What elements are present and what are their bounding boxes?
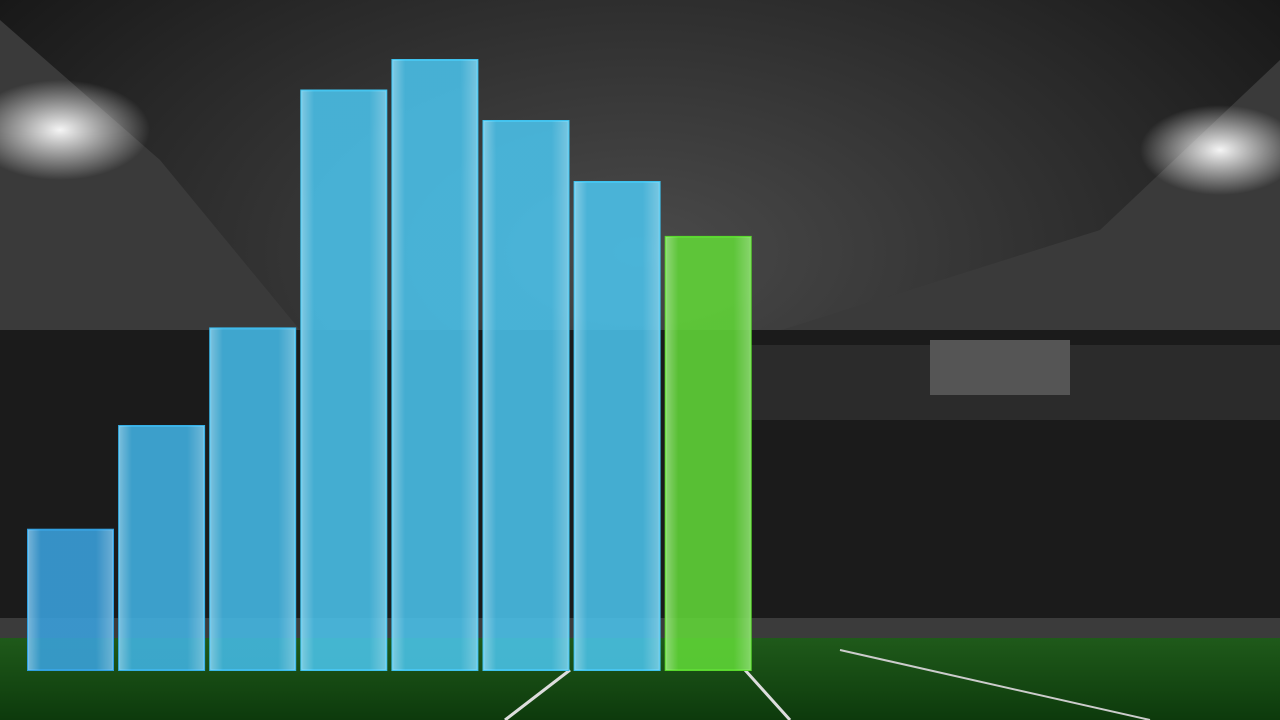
- bar: [573, 181, 661, 671]
- bar: [664, 235, 752, 671]
- bar: [209, 327, 297, 671]
- bar: [300, 89, 388, 671]
- bar: [482, 120, 570, 671]
- bar: [118, 425, 206, 671]
- bar: [391, 59, 479, 671]
- bar: [27, 528, 114, 672]
